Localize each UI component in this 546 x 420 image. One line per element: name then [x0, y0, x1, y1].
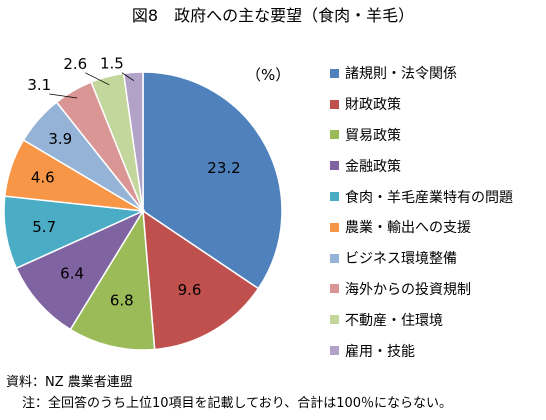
slice-value-label-5: 5.7	[32, 218, 56, 236]
legend-item-4: 金融政策	[330, 150, 513, 181]
legend-swatch	[330, 222, 339, 232]
legend-swatch	[330, 315, 339, 325]
slice-value-label-1: 23.2	[207, 159, 240, 177]
legend-item-6: 農業・輸出への支援	[330, 212, 513, 243]
pie-slice-4	[15, 209, 145, 331]
slice-value-label-8: 3.1	[27, 76, 51, 94]
legend-swatch	[330, 284, 339, 294]
slice-value-label-10: 1.5	[100, 55, 124, 73]
unit-label: （%）	[246, 66, 291, 84]
legend-swatch	[330, 161, 339, 171]
legend-label: ビジネス環境整備	[345, 251, 457, 268]
slice-value-label-4: 6.4	[60, 265, 84, 283]
pie-slice-2	[142, 209, 260, 351]
legend-label: 海外からの投資規制	[345, 281, 471, 298]
legend-item-3: 貿易政策	[330, 120, 513, 151]
legend-label: 農業・輸出への支援	[345, 220, 471, 237]
legend-swatch	[330, 346, 339, 356]
slice-value-label-2: 9.6	[178, 281, 202, 299]
legend-label: 諸規則・法令関係	[345, 66, 457, 83]
legend-item-1: 諸規則・法令関係	[330, 58, 513, 89]
legend-item-2: 財政政策	[330, 89, 513, 120]
legend-item-10: 雇用・技能	[330, 335, 513, 366]
legend-label: 食肉・羊毛産業特有の問題	[345, 189, 513, 206]
legend-label: 貿易政策	[345, 127, 401, 144]
footnote: 注：全回答のうち上位10項目を記載しており、合計は100％にならない。	[22, 396, 453, 411]
pie-slice-1	[142, 71, 283, 290]
legend-swatch	[330, 130, 339, 140]
legend-item-8: 海外からの投資規制	[330, 274, 513, 305]
source-note: 資料：NZ 農業者連盟	[6, 375, 133, 390]
chart-title: 図8 政府への主な要望（食肉・羊毛）	[131, 6, 415, 25]
legend-swatch	[330, 99, 339, 109]
legend-label: 雇用・技能	[345, 343, 415, 360]
leader-line-10	[121, 72, 135, 82]
pie-slice-10	[122, 71, 144, 212]
legend-item-9: 不動産・住環境	[330, 304, 513, 335]
pie-slice-3	[69, 208, 156, 351]
legend-swatch	[330, 192, 339, 202]
leader-line-8	[49, 93, 78, 99]
slice-value-label-7: 3.9	[48, 130, 72, 148]
slice-value-label-9: 2.6	[63, 55, 87, 73]
legend-label: 財政政策	[345, 97, 401, 114]
legend: 諸規則・法令関係 財政政策貿易政策金融政策食肉・羊毛産業特有の問題 農業・輸出への支…	[330, 58, 513, 366]
slice-value-label-3: 6.8	[110, 291, 134, 309]
slice-value-label-6: 4.6	[31, 169, 55, 187]
legend-swatch	[330, 253, 339, 263]
legend-swatch	[330, 68, 339, 78]
leader-line-9	[85, 72, 110, 86]
legend-item-7: ビジネス環境整備	[330, 243, 513, 274]
legend-label: 金融政策	[345, 158, 401, 175]
legend-label: 不動産・住環境	[345, 312, 443, 329]
legend-item-5: 食肉・羊毛産業特有の問題	[330, 181, 513, 212]
